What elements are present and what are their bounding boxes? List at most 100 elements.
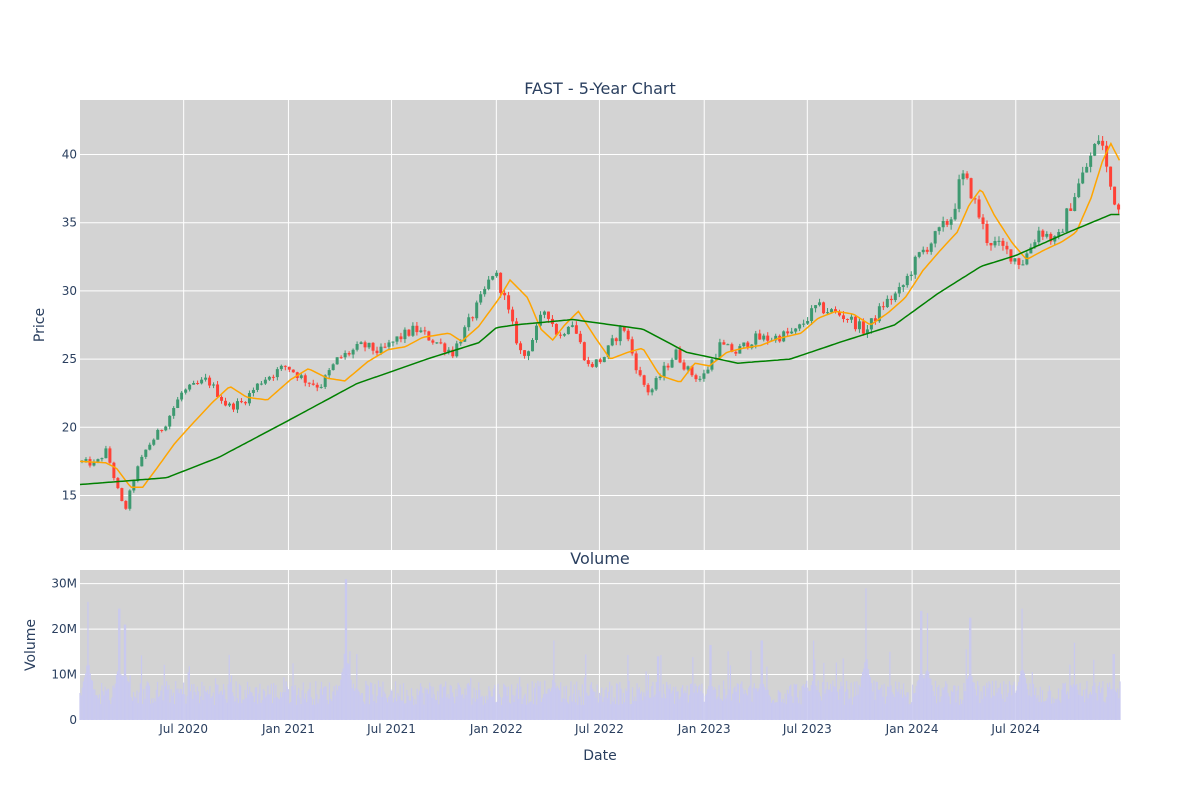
volume-bar: [1097, 685, 1099, 720]
volume-bar: [282, 692, 284, 720]
volume-bar: [392, 702, 394, 720]
volume-bar: [866, 659, 868, 720]
volume-bar: [1038, 701, 1040, 720]
volume-bar: [1051, 703, 1053, 720]
volume-bar: [1059, 700, 1061, 720]
volume-bar: [533, 687, 536, 720]
volume-bar: [399, 684, 401, 720]
volume-bar: [913, 693, 915, 720]
volume-bar: [807, 687, 809, 720]
candle-body: [283, 365, 287, 367]
volume-bar: [872, 691, 874, 720]
volume-bar: [790, 684, 792, 720]
volume-bar: [704, 695, 706, 720]
price-tick-label: 15: [62, 488, 77, 502]
volume-bar: [569, 696, 571, 720]
candle-body: [929, 243, 933, 252]
candle-body: [909, 274, 913, 276]
volume-bar: [803, 687, 806, 720]
volume-bar: [880, 687, 882, 720]
volume-bar: [274, 697, 276, 720]
date-tick-label: Jul 2020: [158, 722, 208, 736]
volume-bar: [809, 690, 811, 720]
volume-bar: [476, 698, 479, 720]
volume-bar: [978, 685, 980, 720]
candle-body: [582, 342, 586, 361]
volume-bar: [302, 682, 304, 720]
volume-bar: [408, 700, 410, 720]
volume-bar: [997, 688, 999, 720]
candle-body: [774, 335, 778, 341]
volume-bar: [473, 687, 475, 720]
volume-bar: [99, 703, 102, 720]
candle-body: [343, 353, 347, 358]
volume-bar: [347, 663, 349, 720]
volume-bar: [791, 696, 793, 720]
candle-body: [917, 252, 921, 257]
volume-bar: [400, 700, 402, 720]
volume-bar: [1093, 659, 1095, 720]
volume-bar: [1098, 682, 1101, 720]
candle-body: [722, 342, 726, 345]
volume-bar: [975, 695, 978, 720]
candle-body: [431, 340, 435, 343]
candle-body: [459, 341, 463, 344]
volume-bar: [172, 692, 175, 720]
volume-bar: [966, 678, 968, 720]
volume-bar: [1060, 702, 1062, 720]
volume-bar: [262, 689, 264, 720]
candle-body: [790, 331, 794, 334]
volume-bar: [724, 689, 726, 720]
candle-body: [212, 384, 216, 386]
volume-bar: [226, 702, 228, 720]
volume-bar: [1024, 677, 1027, 720]
candle-body: [104, 448, 108, 459]
volume-bar: [967, 676, 970, 720]
date-tick-label: Jan 2024: [885, 722, 939, 736]
candle-body: [853, 316, 857, 330]
volume-bar: [290, 702, 292, 720]
candle-body: [511, 309, 515, 322]
volume-bar: [373, 701, 375, 720]
volume-bar: [896, 689, 898, 720]
volume-bar: [488, 686, 490, 720]
candle-body: [694, 375, 698, 380]
candle-body: [100, 458, 104, 460]
volume-bar: [658, 656, 660, 720]
candle-body: [762, 335, 766, 340]
candle-body: [690, 366, 694, 376]
volume-bar: [552, 680, 554, 720]
volume-bar: [609, 681, 611, 720]
volume-bar: [135, 698, 137, 720]
volume-bar: [814, 659, 816, 720]
candle-body: [646, 384, 650, 393]
volume-bar: [571, 701, 573, 720]
volume-bar: [801, 685, 803, 720]
date-tick-label: Jul 2023: [782, 722, 832, 736]
volume-bar: [715, 689, 717, 720]
volume-bar: [881, 684, 883, 720]
candle-body: [674, 349, 678, 360]
volume-bar: [236, 697, 238, 720]
volume-bar: [341, 672, 343, 720]
volume-bar: [472, 698, 474, 720]
volume-bar: [584, 677, 586, 720]
volume-bar: [314, 704, 316, 720]
volume-bar: [1011, 695, 1013, 720]
volume-bar: [413, 704, 415, 720]
volume-bar: [971, 676, 973, 720]
candle-body: [865, 329, 869, 334]
volume-bar: [483, 696, 485, 720]
volume-bar: [506, 695, 508, 720]
volume-bar: [833, 686, 835, 720]
volume-bar: [97, 698, 99, 720]
volume-bar: [573, 684, 575, 720]
volume-bar: [728, 689, 730, 720]
volume-bar: [888, 687, 890, 720]
volume-bar: [87, 601, 89, 720]
volume-bar: [144, 698, 146, 720]
volume-bar: [844, 691, 847, 720]
candle-body: [594, 359, 598, 367]
candle-body: [351, 349, 355, 355]
volume-bar: [142, 703, 144, 720]
